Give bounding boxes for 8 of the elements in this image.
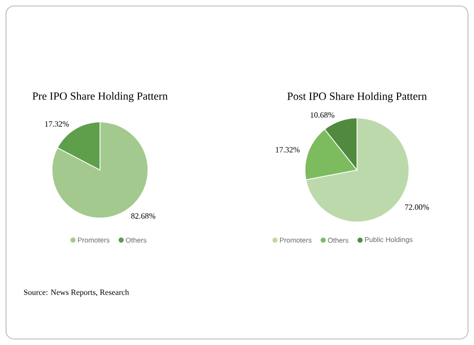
data-label: 72.00%	[405, 204, 429, 210]
source-note: Source: News Reports, Research	[24, 289, 129, 297]
chart-title: Post IPO Share Holding Pattern	[287, 92, 427, 102]
data-label: 17.32%	[45, 121, 69, 127]
data-label: 17.32%	[276, 146, 300, 152]
data-label: 10.68%	[310, 112, 334, 118]
data-label: 82.68%	[131, 213, 156, 219]
chart-title: Pre IPO Share Holding Pattern	[32, 92, 168, 102]
